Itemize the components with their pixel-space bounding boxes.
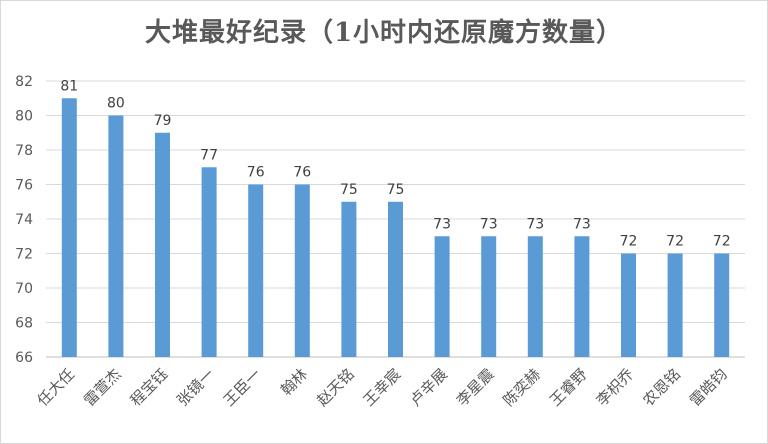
x-category-label: 翰林 — [277, 365, 311, 399]
bar — [294, 184, 310, 357]
data-label: 76 — [247, 165, 265, 181]
data-label: 77 — [200, 147, 218, 163]
x-category-label: 任大任 — [34, 365, 79, 410]
data-label: 80 — [107, 96, 125, 112]
data-label: 79 — [154, 113, 172, 129]
bar — [481, 236, 497, 357]
y-tick-label: 76 — [15, 178, 33, 194]
x-category-label: 王幸宸 — [360, 365, 405, 410]
y-tick-label: 66 — [15, 350, 33, 366]
data-label: 73 — [526, 216, 544, 232]
bar — [341, 201, 357, 357]
x-category-label: 雷萱杰 — [80, 365, 125, 410]
data-label: 73 — [433, 216, 451, 232]
x-category-label: 王睿野 — [546, 365, 591, 410]
x-category-label: 农恩铭 — [639, 365, 684, 410]
bar — [388, 201, 403, 357]
y-tick-label: 80 — [15, 109, 33, 125]
bar — [248, 184, 264, 357]
y-tick-label: 74 — [15, 212, 33, 228]
x-category-label: 程宝钰 — [127, 365, 172, 410]
bar — [574, 236, 590, 357]
data-label: 76 — [293, 165, 311, 181]
chart-title: 大堆最好纪录（1小时内还原魔方数量） — [144, 18, 624, 48]
x-category-label: 雷皓钧 — [686, 365, 731, 410]
bar — [61, 98, 77, 357]
x-category-label: 李枳乔 — [593, 365, 638, 410]
bar — [108, 115, 124, 357]
data-label: 75 — [340, 182, 358, 198]
bar — [155, 132, 170, 357]
data-label: 72 — [713, 234, 731, 250]
x-category-label: 张镜一 — [173, 365, 218, 410]
y-tick-label: 70 — [15, 281, 33, 297]
data-label: 73 — [573, 216, 591, 232]
bar — [714, 253, 730, 357]
y-tick-label: 78 — [15, 143, 33, 159]
data-label: 75 — [387, 182, 405, 198]
x-category-label: 王臣一 — [220, 365, 265, 410]
data-label: 72 — [666, 234, 684, 250]
data-label: 81 — [60, 78, 78, 94]
bar — [621, 253, 636, 357]
x-category-label: 陈奕赫 — [500, 365, 545, 410]
x-category-label: 李星震 — [453, 365, 498, 410]
data-label: 73 — [480, 216, 498, 232]
bar — [527, 236, 543, 357]
bar — [201, 167, 217, 357]
x-category-label: 卢辛展 — [406, 365, 451, 410]
y-tick-label: 82 — [15, 74, 33, 90]
bar — [667, 253, 683, 357]
x-category-label: 赵天铭 — [313, 365, 358, 410]
y-tick-label: 72 — [15, 247, 33, 263]
data-label: 72 — [620, 234, 638, 250]
y-tick-label: 68 — [15, 316, 33, 332]
bar — [434, 236, 450, 357]
